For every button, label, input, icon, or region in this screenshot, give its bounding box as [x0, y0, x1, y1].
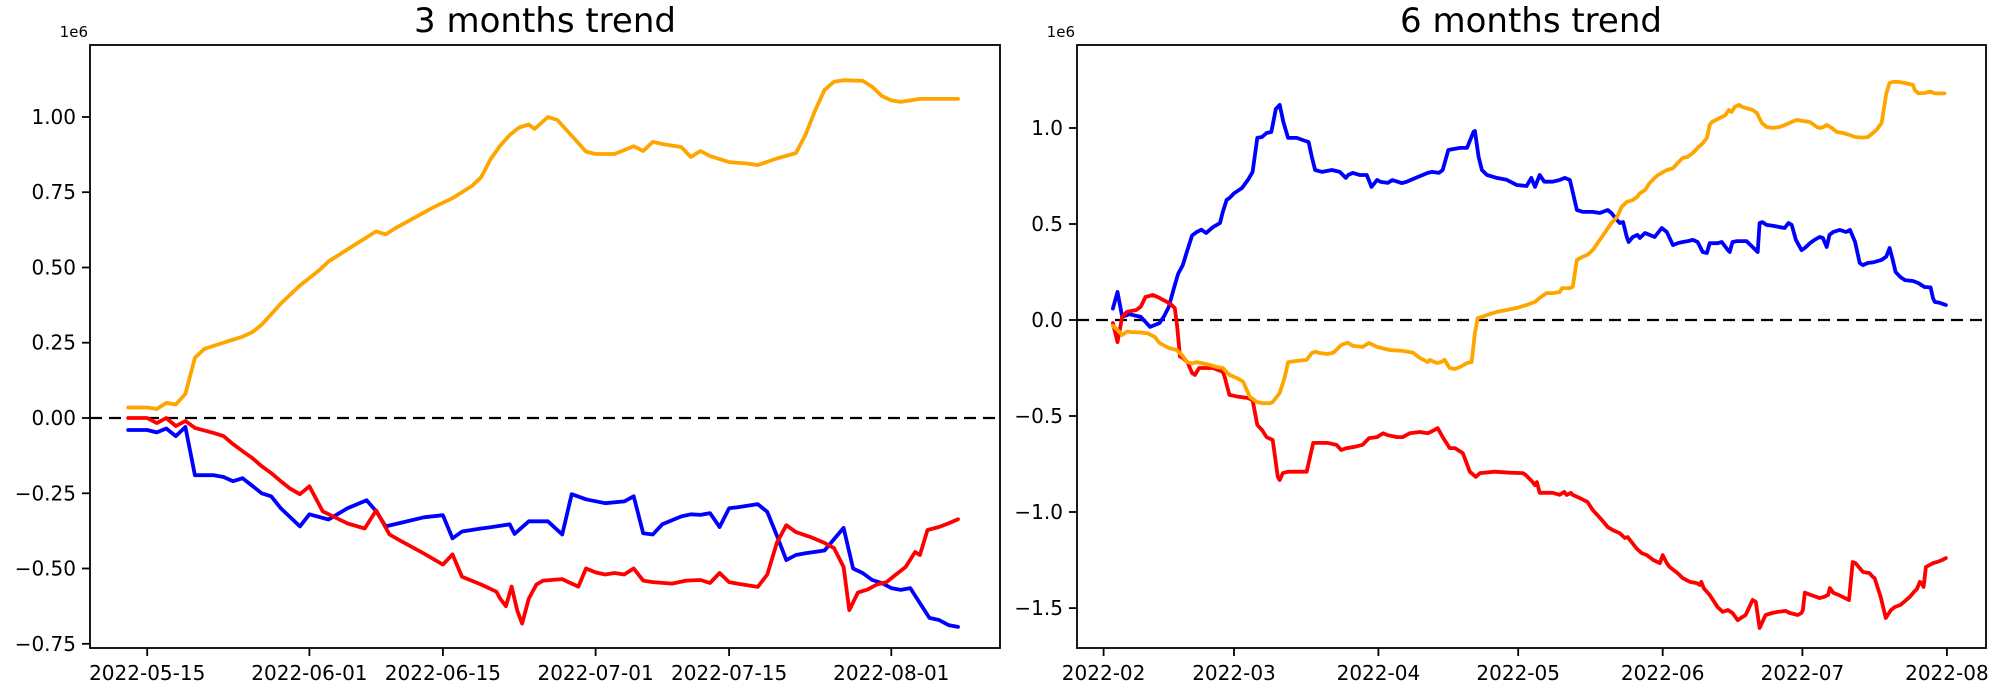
series-line-orange: [126, 78, 960, 411]
y-tick-label: 0.5: [1031, 212, 1063, 236]
y-tick-label: −0.25: [15, 481, 76, 505]
y-tick-label: 0.50: [31, 256, 76, 280]
y-tick-label: −1.5: [1014, 596, 1063, 620]
series-line-blue: [126, 425, 960, 629]
x-tick-label: 2022-07-15: [671, 661, 787, 685]
x-tick-label: 2022-05: [1476, 661, 1560, 685]
y-tick-label: −0.75: [15, 632, 76, 656]
x-tick-label: 2022-07-01: [537, 661, 653, 685]
y-axis-offset-label-right: 1e6: [1046, 23, 1075, 41]
x-tick-label: 2022-08: [1905, 661, 1989, 685]
y-tick-label: 1.0: [1031, 116, 1063, 140]
y-tick-label: 1.00: [31, 105, 76, 129]
chart-title-6-months: 6 months trend: [1400, 1, 1662, 41]
y-tick-label: 0.75: [31, 180, 76, 204]
x-tick-label: 2022-02: [1062, 661, 1146, 685]
y-tick-label: −1.0: [1014, 500, 1063, 524]
series-line-blue: [1111, 103, 1948, 329]
y-tick-label: −0.5: [1014, 404, 1063, 428]
series-line-red: [126, 416, 960, 626]
x-tick-label: 2022-03: [1192, 661, 1276, 685]
y-tick-label: 0.0: [1031, 308, 1063, 332]
plot-border: [1076, 44, 1987, 649]
x-tick-label: 2022-07: [1761, 661, 1845, 685]
x-tick-label: 2022-08-01: [833, 661, 949, 685]
x-tick-label: 2022-06: [1621, 661, 1705, 685]
x-tick-label: 2022-06-01: [251, 661, 367, 685]
y-tick-label: 0.25: [31, 331, 76, 355]
series-line-orange: [1111, 80, 1947, 406]
y-tick-label: −0.50: [15, 557, 76, 581]
plot-border: [89, 44, 1001, 649]
y-tick-label: 0.00: [31, 406, 76, 430]
chart-title-3-months: 3 months trend: [414, 1, 676, 41]
x-tick-label: 2022-04: [1337, 661, 1421, 685]
x-tick-label: 2022-05-15: [89, 661, 205, 685]
series-line-red: [1111, 293, 1948, 630]
y-axis-offset-label-left: 1e6: [59, 23, 88, 41]
x-tick-label: 2022-06-15: [385, 661, 501, 685]
